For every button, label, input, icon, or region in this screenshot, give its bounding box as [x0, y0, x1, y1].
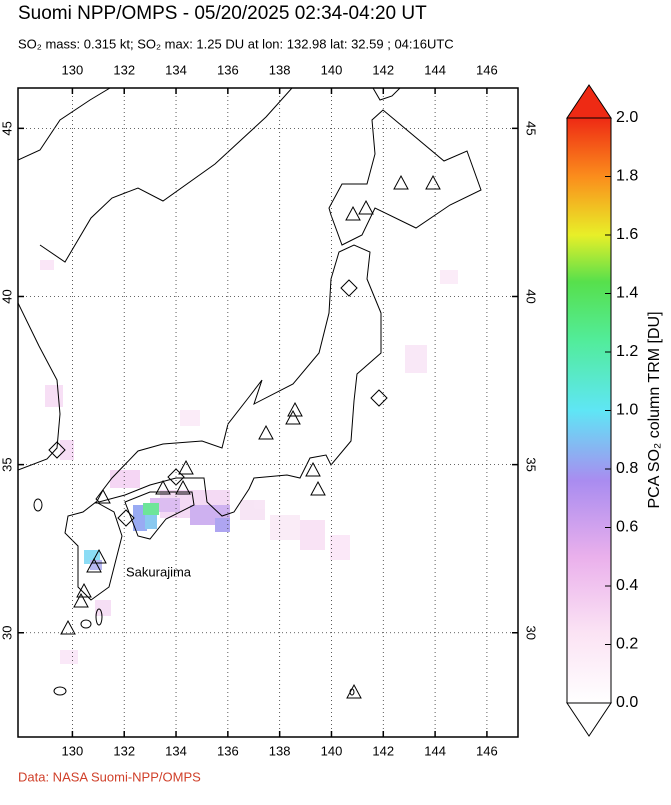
volcano-diamond: [117, 509, 135, 527]
lon-tick-label: 132: [113, 743, 135, 758]
lat-tick-label: 30: [0, 626, 14, 640]
colorbar-tick-label: 1.4: [616, 285, 638, 302]
volcano-triangle: [285, 409, 301, 425]
colorbar-label: PCA SO₂ column TRM [DU]: [646, 311, 663, 508]
place-label: Sakurajima: [126, 564, 192, 579]
colorbar-tick-label: 1.0: [616, 402, 638, 419]
volcano-diamond: [48, 441, 66, 459]
lon-tick-label: 144: [424, 743, 446, 758]
lat-tick-label: 35: [0, 457, 14, 471]
colorbar-tick-label: 0.0: [616, 694, 638, 711]
lon-tick-label: 136: [217, 62, 239, 77]
colorbar-tick-label: 2.0: [616, 109, 638, 126]
lon-tick-label: 138: [269, 743, 291, 758]
colorbar-max-arrow: [566, 84, 612, 119]
lon-tick-label: 144: [424, 62, 446, 77]
volcano-diamond: [370, 389, 388, 407]
volcano-triangle: [287, 401, 303, 417]
colorbar-tick-label: 0.6: [616, 519, 638, 536]
lon-tick-label: 136: [217, 743, 239, 758]
volcano-triangle: [73, 592, 89, 608]
coastlines: [18, 88, 482, 696]
volcano-triangle: [95, 488, 111, 504]
volcano-triangle: [345, 205, 361, 221]
lon-tick-label: 140: [321, 743, 343, 758]
volcano-diamond: [340, 279, 358, 297]
subtitle: SO₂ mass: 0.315 kt; SO₂ max: 1.25 DU at …: [18, 36, 454, 51]
lon-tick-label: 142: [372, 62, 394, 77]
volcano-triangle: [86, 557, 102, 573]
volcano-markers: [48, 174, 441, 699]
lon-tick-label: 134: [165, 62, 187, 77]
volcano-triangle: [175, 479, 191, 495]
lon-tick-label: 146: [476, 62, 498, 77]
map-area: Sakurajima: [18, 88, 518, 737]
volcano-triangle: [346, 683, 362, 699]
colorbar-tick-label: 1.2: [616, 343, 638, 360]
volcano-triangle: [310, 480, 326, 496]
lon-tick-label: 130: [62, 62, 84, 77]
volcano-triangle: [155, 479, 171, 495]
colorbar-tick-label: 0.8: [616, 460, 638, 477]
colorbar-tick-label: 0.4: [616, 577, 638, 594]
lat-tick-label: 40: [0, 289, 14, 303]
map-background: [18, 88, 518, 737]
volcano-triangle: [425, 174, 441, 190]
volcano-triangle: [393, 174, 409, 190]
title: Suomi NPP/OMPS - 05/20/2025 02:34-04:20 …: [18, 3, 427, 24]
volcano-triangle: [305, 461, 321, 477]
lon-tick-label: 132: [113, 62, 135, 77]
volcano-triangle: [258, 424, 274, 440]
volcano-triangle: [178, 459, 194, 475]
so2-pixels: [40, 260, 458, 664]
colorbar-tick-label: 0.2: [616, 636, 638, 653]
lon-tick-label: 140: [321, 62, 343, 77]
map-frame: [17, 87, 519, 738]
footer-credit: Data: NASA Suomi-NPP/OMPS: [18, 769, 201, 784]
lon-tick-label: 146: [476, 743, 498, 758]
volcano-triangle: [60, 619, 76, 635]
lon-tick-label: 138: [269, 62, 291, 77]
lat-tick-label: 45: [524, 121, 539, 135]
lat-tick-label: 45: [0, 121, 14, 135]
lat-tick-label: 30: [524, 626, 539, 640]
lat-tick-label: 35: [524, 457, 539, 471]
colorbar-tick-label: 1.6: [616, 226, 638, 243]
lat-tick-label: 40: [524, 289, 539, 303]
lon-tick-label: 142: [372, 743, 394, 758]
volcano-triangle: [358, 199, 374, 215]
colorbar-min-arrow: [566, 702, 612, 737]
colorbar-tick-label: 1.8: [616, 168, 638, 185]
lon-tick-label: 130: [62, 743, 84, 758]
lon-tick-label: 134: [165, 743, 187, 758]
volcano-triangle: [91, 548, 107, 564]
colorbar: [566, 117, 612, 704]
volcano-triangle: [76, 582, 92, 598]
